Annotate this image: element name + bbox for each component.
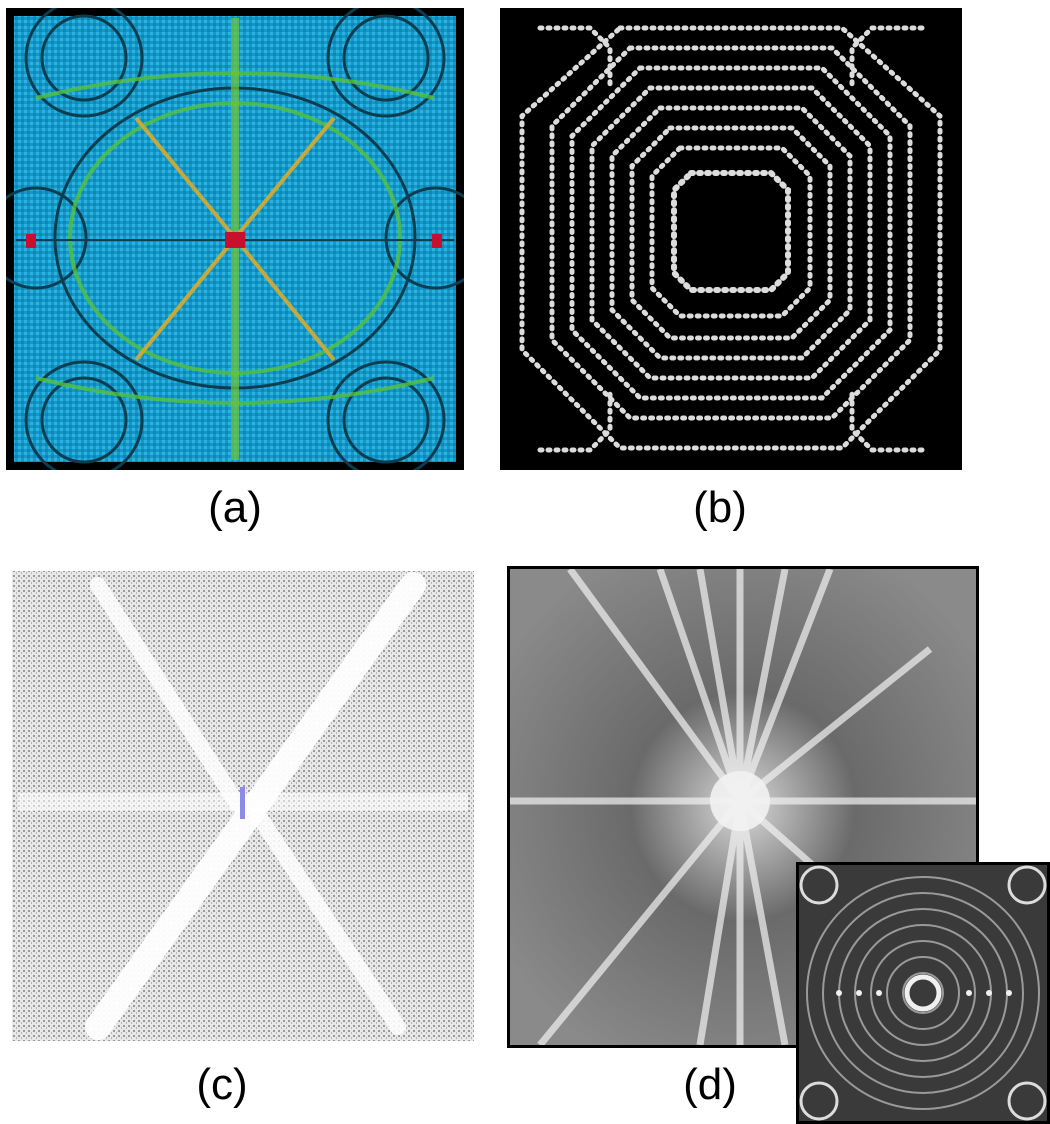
panel-d-inset-image	[796, 862, 1050, 1124]
panel-d-inset-graphic	[799, 865, 1047, 1121]
panel-b-image	[500, 8, 962, 470]
panel-a-image	[6, 8, 464, 470]
panel-a-graphic	[6, 8, 464, 470]
panel-c-graphic	[12, 571, 474, 1041]
panel-c-image	[8, 565, 478, 1047]
panel-b-graphic	[500, 8, 962, 470]
caption-d: (d)	[683, 1060, 737, 1109]
caption-a: (a)	[208, 483, 262, 532]
caption-c: (c)	[196, 1060, 248, 1109]
caption-b: (b)	[693, 483, 747, 532]
